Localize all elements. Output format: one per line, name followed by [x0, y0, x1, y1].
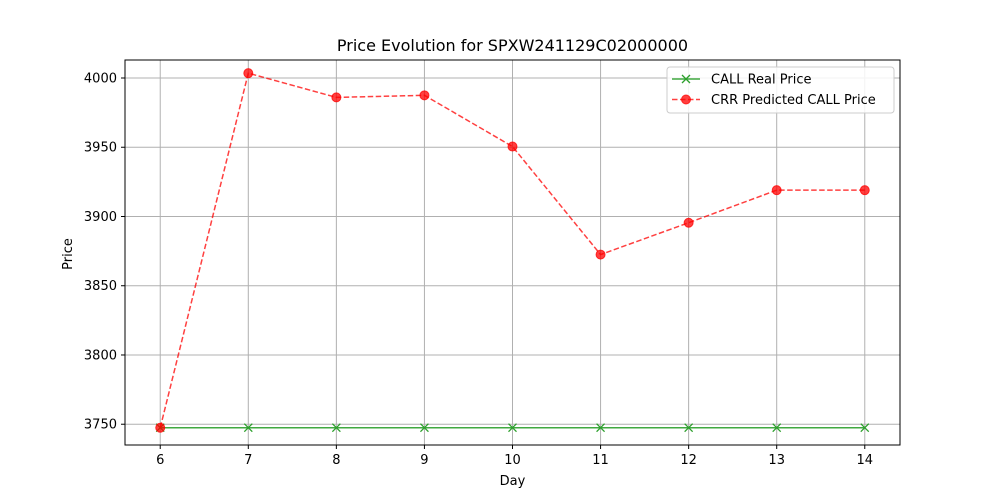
legend: CALL Real Price CRR Predicted CALL Price: [666, 66, 895, 114]
series-line-1: [159, 72, 865, 428]
data-point: [419, 423, 429, 433]
data-point: [772, 423, 782, 433]
data-point: [683, 217, 694, 228]
data-point: [507, 141, 518, 152]
data-point: [331, 423, 341, 433]
y-tick-label: 4000: [84, 72, 117, 87]
data-point: [155, 422, 166, 433]
data-point: [243, 423, 253, 433]
y-tick-label: 3750: [84, 418, 117, 433]
x-tick-label: 13: [768, 453, 785, 468]
legend-box: [666, 66, 895, 114]
x-tick-label: 8: [332, 453, 340, 468]
y-tick-label: 3900: [84, 210, 117, 225]
legend-label-1: CRR Predicted CALL Price: [711, 93, 876, 108]
y-tick-label: 3950: [84, 141, 117, 156]
x-tick-label: 6: [156, 453, 164, 468]
data-point: [595, 249, 606, 260]
chart-title: Price Evolution for SPXW241129C02000000: [337, 36, 688, 55]
x-axis-label: Day: [500, 474, 526, 489]
x-tick-label: 12: [680, 453, 697, 468]
data-point: [508, 423, 517, 433]
series-layer: [155, 68, 870, 433]
legend-marker-1: [681, 94, 691, 105]
legend-marker-0: [681, 74, 691, 84]
data-point: [859, 185, 870, 196]
data-point: [860, 423, 870, 433]
x-tick-label: 10: [504, 453, 521, 468]
x-tick-label: 14: [856, 453, 873, 468]
x-tick-label: 7: [244, 453, 252, 468]
y-tick-label: 3850: [84, 279, 117, 294]
y-tick-label: 3800: [84, 348, 117, 363]
y-axis-label: Price: [61, 238, 76, 270]
data-point: [771, 185, 782, 196]
data-point: [596, 423, 606, 433]
x-tick-label: 9: [420, 453, 428, 468]
legend-label-0: CALL Real Price: [711, 73, 811, 88]
data-point: [243, 68, 254, 79]
x-tick-label: 11: [592, 453, 609, 468]
data-point: [684, 423, 694, 433]
legend-items: CALL Real Price CRR Predicted CALL Price: [672, 73, 876, 108]
data-point: [331, 92, 342, 103]
axis-ticks: 6 7 8 9 10 11 12 13 14 3750 3800 3850 3900 3950 4000: [84, 72, 873, 468]
data-point: [419, 90, 430, 101]
